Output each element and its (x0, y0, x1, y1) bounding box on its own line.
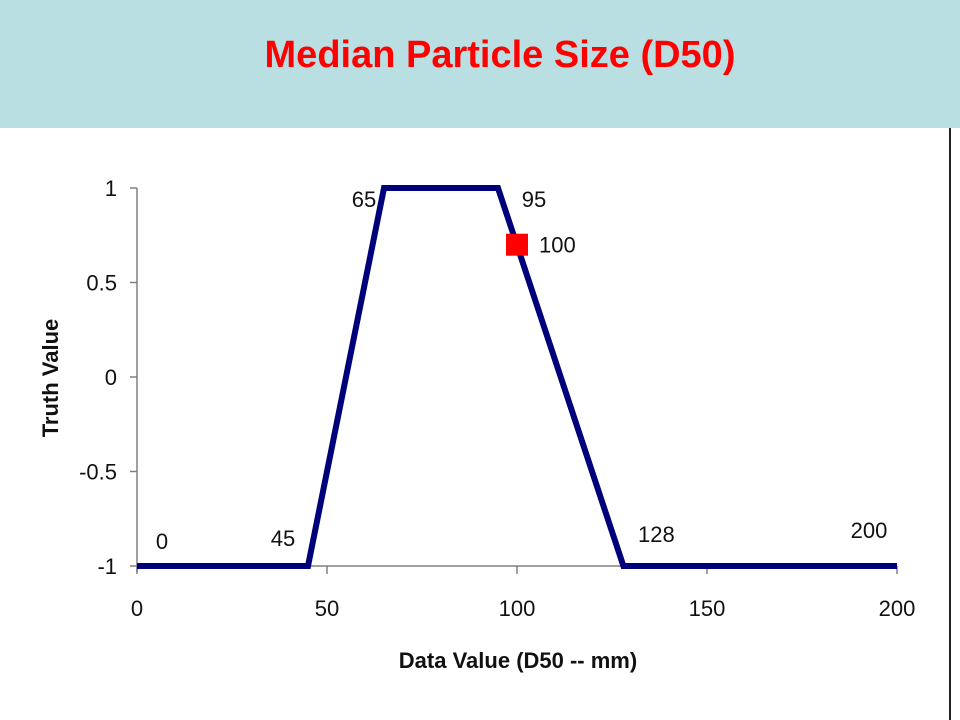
x-tick-label: 50 (315, 596, 339, 621)
point-label: 95 (522, 187, 546, 212)
point-label: 0 (156, 529, 168, 554)
chart-point-labels: 0 45 65 95 128 200 100 (156, 187, 887, 554)
marker-point-label: 100 (539, 233, 576, 258)
y-tick-label: -1 (97, 554, 117, 579)
chart-series (137, 185, 897, 569)
point-label: 65 (352, 187, 376, 212)
series-line (137, 185, 897, 569)
y-tick-label: 1 (105, 176, 117, 201)
y-tick-label: 0.5 (86, 271, 117, 296)
chart-ticks: 0 50 100 150 200 1 0.5 0 -0.5 -1 (79, 176, 915, 621)
x-tick-label: 100 (499, 596, 536, 621)
slide-right-border (949, 128, 951, 720)
x-tick-label: 200 (879, 596, 916, 621)
slide-header (0, 0, 960, 128)
point-label: 200 (851, 518, 888, 543)
marker-point (506, 233, 528, 256)
slide-title: Median Particle Size (D50) (264, 34, 736, 76)
point-label: 128 (638, 522, 675, 547)
y-tick-label: -0.5 (79, 460, 117, 485)
point-label: 45 (271, 526, 295, 551)
y-tick-label: 0 (105, 365, 117, 390)
x-tick-label: 150 (689, 596, 726, 621)
x-axis-label: Data Value (D50 -- mm) (399, 648, 637, 673)
y-axis-label: Truth Value (38, 319, 63, 438)
x-tick-label: 0 (131, 596, 143, 621)
